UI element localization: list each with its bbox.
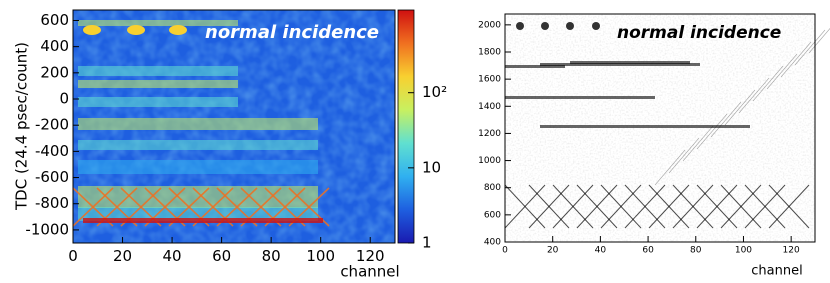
texture [540, 125, 750, 128]
x-axis-label: channel [751, 264, 802, 279]
y-axis-label: TDC (24.4 psec/count) [13, 42, 31, 211]
y-tick-label: 200 [40, 63, 69, 81]
texture [682, 125, 714, 162]
texture [540, 63, 700, 66]
texture [78, 80, 238, 88]
plot-frame [72, 9, 396, 244]
y-tick-label: -1000 [25, 220, 69, 238]
texture [710, 101, 742, 138]
color-bar-tick-label: 10 [422, 158, 441, 176]
y-tick-label: 1800 [478, 48, 501, 58]
texture [78, 160, 318, 174]
y-tick-label: 1000 [478, 156, 501, 166]
texture [768, 184, 810, 229]
x-tick-label: 0 [68, 247, 78, 265]
texture [72, 187, 114, 227]
texture [794, 29, 826, 66]
texture [648, 184, 690, 229]
texture [83, 25, 101, 35]
texture [576, 184, 618, 229]
texture [83, 218, 323, 223]
texture [78, 97, 238, 107]
texture [570, 61, 690, 64]
color-bar-tick-label: 1 [422, 234, 432, 252]
y-tick-label: 1600 [478, 75, 501, 85]
x-tick-label: 40 [595, 246, 607, 256]
texture [169, 25, 187, 35]
texture [600, 184, 642, 229]
annotation: normal incidence [205, 22, 379, 43]
texture [752, 65, 784, 102]
y-tick-label: -400 [35, 142, 69, 160]
x-axis-label: channel [340, 263, 399, 281]
x-tick-label: 60 [642, 246, 654, 256]
texture [78, 118, 318, 130]
texture [668, 137, 700, 174]
y-tick-label: 600 [40, 11, 69, 29]
texture [78, 66, 238, 76]
texture [505, 96, 655, 99]
texture [744, 184, 786, 229]
y-tick-label: 1200 [478, 129, 501, 139]
texture [696, 113, 728, 150]
y-tick-label: 1400 [478, 102, 501, 112]
texture [720, 184, 762, 229]
texture [78, 186, 318, 208]
y-tick-label: 600 [484, 210, 501, 220]
x-tick-label: 20 [547, 246, 559, 256]
texture [808, 28, 830, 54]
color-bar [397, 9, 415, 244]
x-tick-label: 20 [113, 247, 132, 265]
plot-panel: 0 20 40 60 80 100 120 -1000 -800 -600 -400 -200 0 200… [13, 9, 447, 281]
texture [738, 77, 770, 114]
texture [504, 184, 546, 229]
y-tick-label: 400 [40, 37, 69, 55]
texture [724, 89, 756, 126]
y-tick-label: 0 [59, 90, 69, 108]
y-tick-label: 400 [484, 238, 501, 248]
color-bar-tick-label: 10² [422, 83, 447, 101]
texture [516, 22, 524, 30]
texture [78, 20, 238, 26]
texture [541, 22, 549, 30]
texture [127, 25, 145, 35]
y-tick-label: -800 [35, 194, 69, 212]
texture [505, 65, 565, 68]
texture [624, 184, 666, 229]
texture [528, 184, 570, 229]
plot-panel: 0 20 40 60 80 100 120 400 600 800 1000 1200 1400 1600… [478, 13, 830, 279]
texture [654, 149, 686, 186]
x-tick-label: 80 [690, 246, 702, 256]
x-tick-label: 100 [306, 247, 335, 265]
y-tick-label: -600 [35, 168, 69, 186]
texture [766, 53, 798, 90]
texture [592, 22, 600, 30]
texture [566, 22, 574, 30]
texture [552, 184, 594, 229]
x-tick-label: 60 [212, 247, 231, 265]
texture [780, 41, 812, 78]
y-tick-label: -200 [35, 116, 69, 134]
plot-frame [504, 13, 816, 243]
annotation: normal incidence [617, 23, 781, 43]
texture [696, 184, 738, 229]
x-tick-label: 120 [356, 247, 385, 265]
x-tick-label: 0 [502, 246, 508, 256]
texture [672, 184, 714, 229]
y-tick-label: 2000 [478, 20, 501, 30]
y-tick-label: 800 [484, 183, 501, 193]
x-tick-label: 40 [163, 247, 182, 265]
x-tick-label: 80 [262, 247, 281, 265]
x-tick-label: 120 [783, 246, 800, 256]
x-tick-label: 100 [735, 246, 752, 256]
texture [78, 140, 318, 150]
